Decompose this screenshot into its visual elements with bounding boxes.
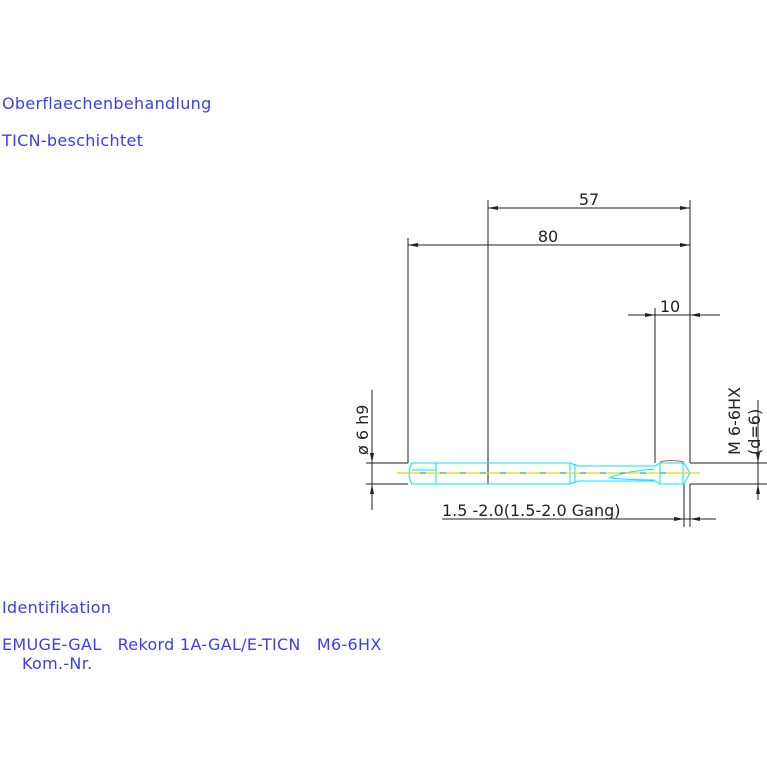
dimension-lines	[366, 200, 767, 527]
surface-heading: Oberflaechenbehandlung	[2, 94, 212, 113]
dim-80: 80	[538, 227, 558, 246]
kom-nr: Kom.-Nr.	[22, 654, 93, 673]
id-value: EMUGE-GAL Rekord 1A-GAL/E-TICN M6-6HX	[2, 635, 382, 654]
dim-thread-d: (d=6)	[745, 409, 764, 455]
dim-10: 10	[660, 297, 680, 316]
dim-57: 57	[579, 190, 599, 209]
arrowheads	[370, 206, 760, 521]
dim-chamfer: 1.5 -2.0(1.5-2.0 Gang)	[442, 501, 620, 520]
surface-value: TICN-beschichtet	[2, 131, 144, 150]
dim-thread: M 6-6HX	[725, 387, 744, 455]
id-heading: Identifikation	[2, 598, 112, 617]
dim-diameter: ø 6 h9	[353, 405, 372, 455]
thread-tip	[659, 460, 685, 463]
